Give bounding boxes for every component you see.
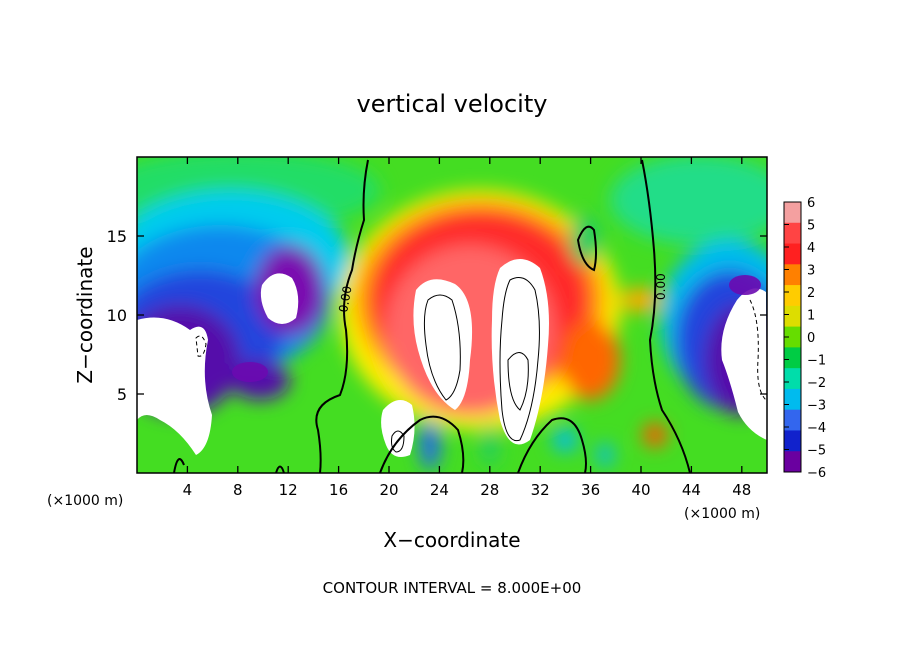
x-tick-label: 48 (732, 481, 751, 499)
colorbar-tick-label: −2 (807, 376, 826, 391)
colorbar: 6 5 4 3 2 1 0 −1 −2 −3 −4 −5 −6 (783, 196, 826, 481)
x-axis: 4 8 12 16 20 24 28 32 36 40 44 48 (183, 157, 751, 499)
x-tick-label: 12 (279, 481, 298, 499)
colorbar-tick-label: 4 (807, 241, 815, 256)
x-unit-left: (×1000 m) (47, 493, 123, 509)
x-tick-label: 16 (329, 481, 348, 499)
colorbar-swatch (784, 347, 801, 369)
colorbar-swatch (784, 305, 801, 328)
x-tick-label: 44 (682, 481, 701, 499)
colorbar-swatch (784, 409, 801, 431)
colorbar-swatch (784, 285, 801, 307)
colorbar-swatch (784, 368, 801, 390)
colorbar-tick-label: −6 (807, 466, 826, 481)
x-tick-label: 40 (631, 481, 650, 499)
x-tick-label: 28 (480, 481, 499, 499)
x-unit-right: (×1000 m) (684, 506, 760, 522)
colorbar-swatch (784, 430, 801, 452)
y-tick-label: 10 (107, 306, 127, 325)
contour-lines (173, 159, 691, 473)
colorbar-tick-label: 5 (807, 219, 815, 234)
x-tick-label: 36 (581, 481, 600, 499)
saturated-regions (137, 259, 767, 458)
colorbar-tick-label: 6 (807, 196, 815, 211)
contour-interval-footer: CONTOUR INTERVAL = 8.000E+00 (323, 579, 582, 597)
colorbar-tick-label: 0 (807, 331, 815, 346)
chart-title: vertical velocity (357, 90, 548, 118)
x-axis-label: X−coordinate (383, 528, 520, 552)
x-tick-label: 24 (430, 481, 449, 499)
x-tick-label: 20 (379, 481, 398, 499)
colorbar-tick-label: −4 (807, 421, 826, 436)
colorbar-swatch (784, 202, 801, 224)
colorbar-tick-label: 1 (807, 309, 815, 324)
colorbar-tick-label: −5 (807, 444, 826, 459)
thin-contours (195, 277, 767, 453)
velocity-field (137, 157, 767, 473)
y-axis: 5 10 15 (107, 227, 767, 404)
extreme-downdraft-cores (232, 275, 761, 382)
colorbar-tick-label: −1 (807, 354, 826, 369)
colorbar-tick-label: −3 (807, 399, 826, 414)
y-tick-label: 5 (117, 385, 127, 404)
colorbar-tick-label: 2 (807, 286, 815, 301)
x-tick-label: 32 (531, 481, 550, 499)
x-tick-label: 4 (183, 481, 193, 499)
colorbar-swatch (784, 388, 801, 411)
colorbar-swatch (784, 243, 801, 265)
colorbar-swatch (784, 264, 801, 286)
colorbar-swatch (784, 326, 801, 348)
x-tick-label: 8 (233, 481, 243, 499)
contour-label: 0.00 (654, 273, 668, 300)
contour-label: 0.00 (336, 285, 354, 314)
colorbar-tick-label: 3 (807, 264, 815, 279)
y-tick-label: 15 (107, 227, 127, 246)
colorbar-swatch (784, 222, 801, 245)
colorbar-swatch (784, 451, 801, 473)
y-axis-label: Z−coordinate (73, 246, 97, 383)
